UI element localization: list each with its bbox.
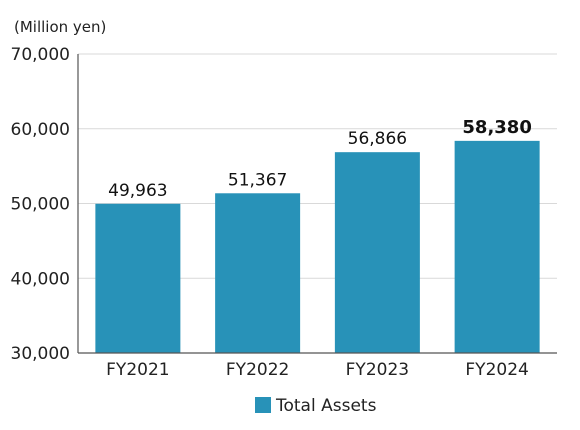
legend-label: Total Assets	[275, 396, 377, 416]
labels: 30,000 40,000 50,000 60,000 70,000 (Million y…	[11, 18, 532, 380]
x-tick-label: FY2024	[465, 360, 528, 380]
axes	[77, 54, 557, 354]
x-tick-label: FY2023	[346, 360, 409, 380]
bar-value-label: 58,380	[462, 117, 531, 138]
bar	[95, 203, 181, 353]
y-tick-label: 70,000	[11, 45, 70, 65]
bar	[215, 193, 301, 353]
y-tick-label: 50,000	[11, 195, 70, 215]
x-tick-label: FY2022	[226, 360, 289, 380]
bar	[454, 140, 540, 353]
bar	[334, 152, 420, 353]
bars	[95, 140, 540, 353]
y-tick-label: 40,000	[11, 269, 70, 289]
legend: Total Assets	[255, 396, 377, 416]
legend-swatch	[255, 397, 271, 413]
bar-value-label: 49,963	[108, 181, 167, 201]
y-unit-label: (Million yen)	[14, 18, 106, 36]
y-tick-label: 60,000	[11, 120, 70, 140]
x-tick-label: FY2021	[106, 360, 169, 380]
y-tick-label: 30,000	[11, 344, 70, 364]
bar-value-label: 56,866	[348, 129, 407, 149]
bar-value-label: 51,367	[228, 170, 287, 190]
